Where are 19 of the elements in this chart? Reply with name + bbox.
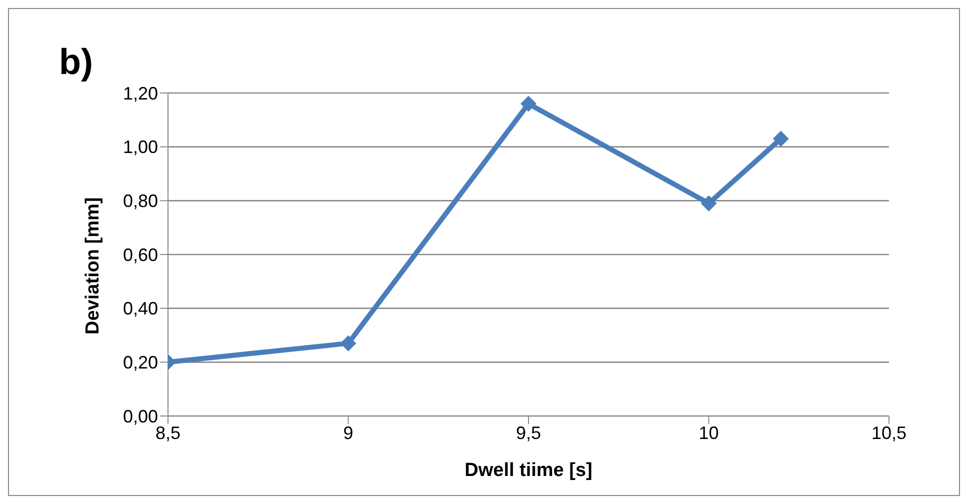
y-tick-label: 1,20 xyxy=(122,83,158,104)
y-tick-label: 0,20 xyxy=(122,352,158,373)
point xyxy=(340,335,356,352)
x-tick-label: 10 xyxy=(698,422,719,443)
point xyxy=(772,130,789,147)
point xyxy=(700,195,717,212)
y-tick-label: 0,60 xyxy=(122,244,158,265)
x-tick-label: 9 xyxy=(343,422,354,443)
x-tick-label: 10,5 xyxy=(871,422,907,443)
x-tick-label: 9,5 xyxy=(516,422,542,443)
x-axis-title: Dwell tiime [s] xyxy=(464,460,592,481)
chart-title: b) xyxy=(59,41,93,83)
y-tick-label: 0,40 xyxy=(122,298,158,319)
x-tick-label: 8,5 xyxy=(155,422,181,443)
y-tick-label: 0,80 xyxy=(122,191,158,212)
y-axis-title: Deviation [mm] xyxy=(82,197,104,334)
point xyxy=(520,96,536,112)
y-tick-label: 1,00 xyxy=(122,137,158,158)
y-tick-label: 0,00 xyxy=(122,406,158,426)
